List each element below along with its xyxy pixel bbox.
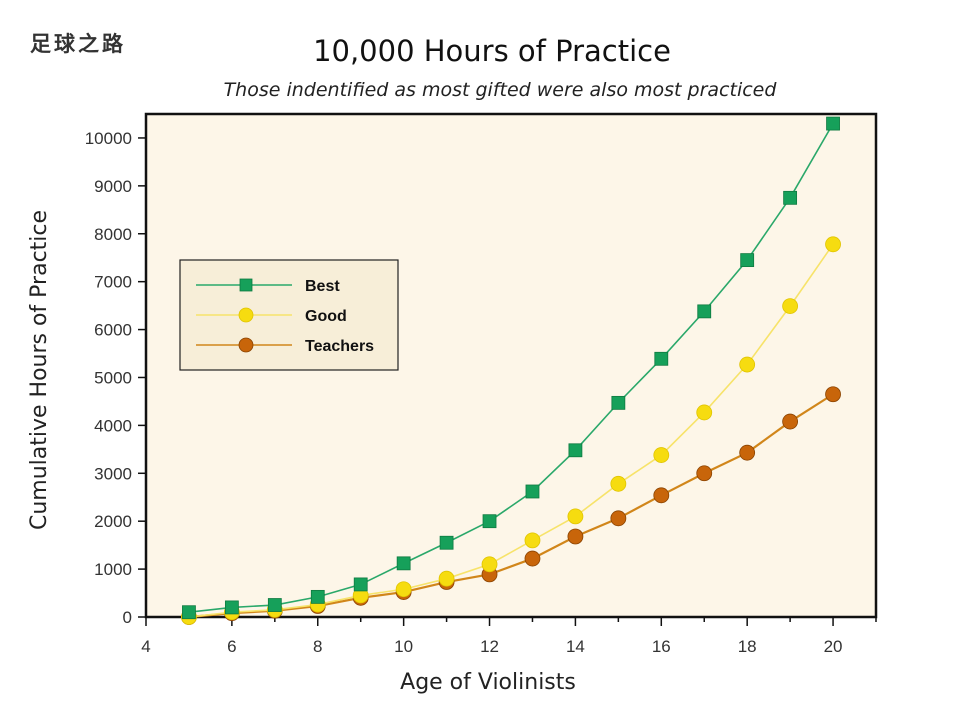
- data-point-good: [653, 447, 670, 463]
- series-line-good: [188, 243, 834, 618]
- x-tick-label: 6: [227, 637, 236, 656]
- data-point-good: [395, 581, 412, 598]
- data-point-teachers: [567, 528, 584, 545]
- x-tick-label: 12: [480, 637, 499, 656]
- data-point-teachers: [524, 550, 541, 567]
- y-tick-label: 10000: [85, 129, 132, 148]
- data-point-good: [782, 298, 799, 314]
- watermark-logo: 足球之路: [30, 32, 126, 56]
- data-point-best: [611, 395, 626, 410]
- legend-marker-good: [238, 307, 254, 323]
- data-point-good: [825, 236, 841, 253]
- y-tick-label: 3000: [94, 464, 132, 483]
- data-point-teachers: [782, 413, 799, 430]
- y-axis-label: Cumulative Hours of Practice: [27, 210, 52, 530]
- y-tick-label: 2000: [94, 512, 132, 531]
- x-tick-label: 20: [824, 637, 843, 656]
- series-good: [181, 236, 841, 625]
- legend-label-best: Best: [305, 278, 340, 295]
- data-point-best: [568, 443, 583, 458]
- chart-subtitle: Those indentified as most gifted were al…: [224, 79, 778, 101]
- y-tick-label: 9000: [94, 177, 132, 196]
- data-point-teachers: [739, 444, 756, 461]
- x-tick-label: 10: [394, 637, 413, 656]
- legend-marker-teachers: [238, 337, 254, 353]
- x-tick-label: 16: [652, 637, 671, 656]
- data-point-teachers: [696, 465, 713, 482]
- data-point-teachers: [825, 386, 841, 403]
- y-tick-label: 6000: [94, 321, 132, 340]
- data-point-best: [525, 484, 540, 499]
- x-tick-label: 4: [141, 637, 150, 656]
- data-point-good: [610, 475, 627, 492]
- legend-label-teachers: Teachers: [305, 338, 374, 355]
- data-point-best: [826, 116, 840, 131]
- series-best: [182, 116, 840, 620]
- x-tick-label: 18: [738, 637, 757, 656]
- chart-title: 10,000 Hours of Practice: [313, 34, 671, 68]
- y-tick-label: 0: [123, 608, 132, 627]
- data-point-teachers: [653, 487, 670, 504]
- series-line-teachers: [188, 393, 834, 619]
- data-point-best: [267, 598, 282, 612]
- data-point-best: [740, 253, 755, 268]
- series-line-best: [188, 123, 834, 614]
- data-point-best: [182, 605, 196, 620]
- data-point-best: [654, 351, 669, 366]
- y-axis: 0 1000 2000 3000 4000 5000 6000 7000 8000 9000 100…: [85, 129, 146, 627]
- y-tick-label: 1000: [94, 560, 132, 579]
- x-tick-label: 8: [313, 637, 322, 656]
- data-point-best: [439, 535, 454, 550]
- data-point-best: [353, 577, 368, 592]
- data-point-good: [524, 532, 541, 549]
- legend-marker-best: [239, 278, 253, 292]
- y-tick-label: 7000: [94, 273, 132, 292]
- legend: Best Good Teachers: [179, 259, 399, 371]
- y-tick-label: 4000: [94, 416, 132, 435]
- data-point-good: [567, 508, 584, 525]
- y-tick-label: 5000: [94, 368, 132, 387]
- data-point-good: [696, 404, 713, 421]
- data-point-good: [438, 570, 455, 587]
- data-point-best: [310, 589, 325, 604]
- y-tick-label: 8000: [94, 225, 132, 244]
- x-axis-label: Age of Violinists: [400, 670, 576, 695]
- data-point-teachers: [610, 510, 627, 527]
- data-point-best: [783, 190, 798, 205]
- data-point-best: [482, 514, 497, 529]
- data-point-best: [396, 556, 411, 571]
- data-point-best: [697, 304, 712, 319]
- x-axis: 4 6 8 10 12 14 16 18 20: [141, 617, 877, 656]
- data-point-best: [224, 600, 239, 615]
- data-point-good: [481, 556, 498, 573]
- data-point-good: [739, 356, 756, 373]
- legend-label-good: Good: [305, 308, 347, 325]
- series-layer: [181, 116, 841, 625]
- x-tick-label: 14: [566, 637, 585, 656]
